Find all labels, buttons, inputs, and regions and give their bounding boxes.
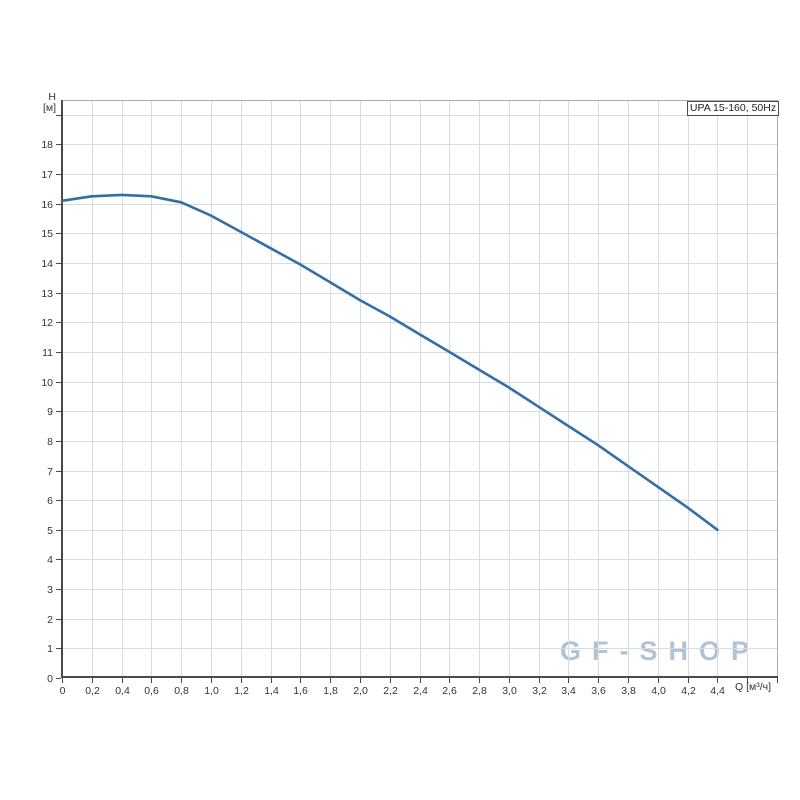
y-tick-label: 13: [41, 288, 53, 300]
y-axis-quantity: H: [48, 91, 56, 103]
y-tick-label: 4: [47, 554, 53, 566]
y-tick-label: 3: [47, 584, 53, 596]
x-tick-label: 3,0: [502, 685, 517, 697]
y-axis-unit: [м]: [42, 102, 56, 114]
y-axis-label: H [м]: [0, 92, 56, 114]
x-tick-label: 4,0: [651, 685, 666, 697]
x-tick-label: 0,8: [174, 685, 189, 697]
y-tick-label: 9: [47, 406, 53, 418]
pump-curve: [60, 193, 719, 532]
x-tick-label: 4,4: [710, 685, 725, 697]
x-tick-label: 2,0: [353, 685, 368, 697]
x-tick-label: 2,8: [472, 685, 487, 697]
y-tick-label: 0: [47, 673, 53, 685]
y-tick-label: 8: [47, 436, 53, 448]
x-tick-label: 1,2: [234, 685, 249, 697]
series-label-box: UPA 15-160, 50Hz: [687, 101, 779, 116]
x-tick-label: 1,6: [293, 685, 308, 697]
x-tick-label: 3,4: [561, 685, 576, 697]
x-tick-label: 3,8: [621, 685, 636, 697]
x-tick-label: 4,2: [681, 685, 696, 697]
y-tick-label: 2: [47, 614, 53, 626]
x-tick-label: 3,2: [532, 685, 547, 697]
y-tick-label: 16: [41, 199, 53, 211]
y-tick-label: 12: [41, 317, 53, 329]
x-axis-label: Q [м³/ч]: [735, 681, 772, 693]
x-tick-label: 2,4: [413, 685, 428, 697]
x-tick-label: 0,4: [115, 685, 130, 697]
x-tick-label: 3,6: [591, 685, 606, 697]
y-tick-label: 17: [41, 169, 53, 181]
x-tick-label: 1,8: [323, 685, 338, 697]
x-tick-label: 0,2: [85, 685, 100, 697]
x-tick-label: 1,4: [264, 685, 279, 697]
x-tick-label: 1,0: [204, 685, 219, 697]
y-tick-label: 11: [42, 347, 53, 359]
y-tick-label: 6: [47, 495, 53, 507]
y-tick-label: 14: [41, 258, 53, 270]
y-tick-label: 10: [41, 377, 53, 389]
x-tick-label: 2,6: [442, 685, 457, 697]
y-tick-label: 15: [41, 228, 53, 240]
y-tick-label: 7: [47, 466, 53, 478]
x-tick-label: 2,2: [383, 685, 398, 697]
y-tick-label: 18: [41, 139, 53, 151]
y-tick-label: 1: [47, 643, 53, 655]
y-tick-label: 5: [47, 525, 53, 537]
x-tick-label: 0: [60, 685, 66, 697]
x-tick-label: 0,6: [144, 685, 159, 697]
